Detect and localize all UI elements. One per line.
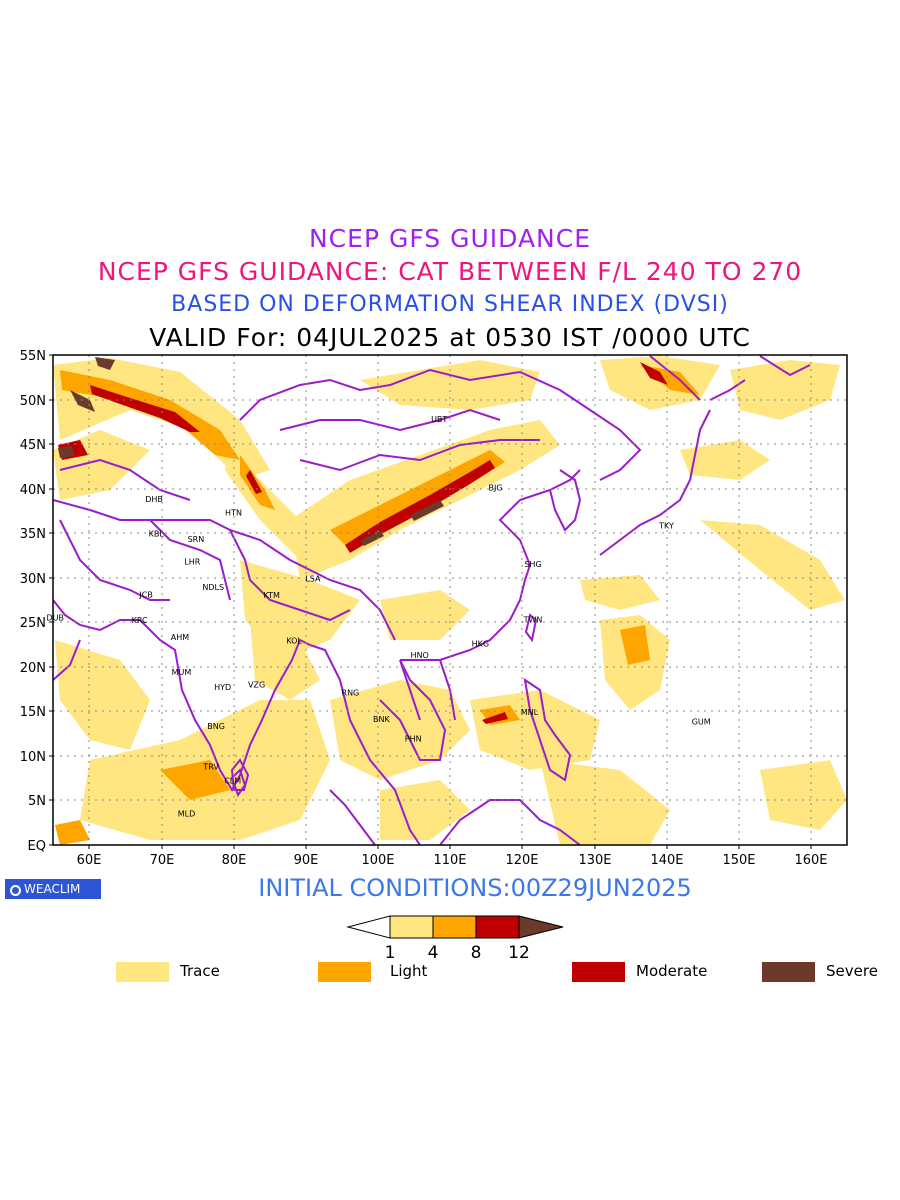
valid-time: VALID For: 04JUL2025 at 0530 IST /0000 U… [149, 323, 751, 352]
title-line-2: NCEP GFS GUIDANCE: CAT BETWEEN F/L 240 T… [97, 257, 803, 286]
lat-label: 40N [20, 483, 46, 498]
coastlines-borders [53, 355, 811, 845]
station-label-kol: KOL [286, 637, 302, 646]
station-label-trv: TRV [202, 762, 219, 771]
lon-label: 120E [505, 853, 538, 868]
station-label-gum: GUM [692, 718, 711, 727]
station-label-vzg: VZG [248, 680, 265, 689]
lon-label: 130E [578, 853, 611, 868]
title-line-1: NCEP GFS GUIDANCE [308, 224, 591, 253]
station-label-phn: PHN [405, 735, 422, 744]
lon-label: 100E [361, 853, 394, 868]
lat-label: 25N [20, 616, 46, 631]
station-label-bng: BNG [207, 722, 225, 731]
station-label-dhb: DHB [145, 495, 163, 504]
station-label-tky: TKY [658, 522, 674, 531]
lat-label: 35N [20, 527, 46, 542]
station-label-ahm: AHM [171, 633, 189, 642]
station-label-srn: SRN [188, 535, 205, 544]
lat-label: 20N [20, 661, 46, 676]
severe-areas [58, 357, 444, 546]
lon-label: 90E [294, 853, 319, 868]
lon-label: 140E [650, 853, 683, 868]
station-label-twn: TWN [523, 615, 543, 624]
lon-label: 160E [794, 853, 827, 868]
station-label-mld: MLD [178, 810, 196, 819]
lat-label: 30N [20, 572, 46, 587]
lon-label: 80E [222, 853, 247, 868]
station-label-kbl: KBL [149, 530, 165, 539]
station-label-htn: HTN [225, 508, 242, 517]
lat-label: 55N [20, 349, 46, 364]
station-label-clm: CLM [224, 777, 241, 786]
brand-label: WEACLIM [24, 882, 81, 896]
legend-label-trace: Trace [180, 962, 220, 980]
moderate-areas [58, 362, 668, 724]
legend-swatch-severe [762, 962, 815, 982]
lat-label: 15N [20, 705, 46, 720]
lon-label: 110E [433, 853, 466, 868]
station-labels: UBT BJG TKY DHB HTN KBL SRN LHR LSA SHG JCB NDLS KTM… [46, 415, 710, 819]
legend-swatch-moderate [572, 962, 625, 982]
lon-label: 150E [722, 853, 755, 868]
lon-label: 70E [150, 853, 175, 868]
grid-lines [53, 355, 847, 845]
station-label-shg: SHG [524, 560, 541, 569]
lon-label: 60E [77, 853, 102, 868]
station-label-ndls: NDLS [202, 583, 224, 592]
legend-label-severe: Severe [826, 962, 878, 980]
legend-label-light: Light [390, 962, 428, 980]
copyright-icon [10, 885, 21, 896]
station-label-mum: MUM [172, 668, 192, 677]
longitude-labels: 60E 70E 80E 90E 100E 110E 120E 130E 140E… [77, 853, 828, 868]
station-label-lhr: LHR [184, 557, 200, 566]
lat-label: 45N [20, 438, 46, 453]
station-label-bjg: BJG [488, 483, 502, 492]
legend-swatch-light [318, 962, 371, 982]
turbulence-field [53, 356, 847, 845]
weaclim-logo: WEACLIM [5, 879, 101, 899]
station-label-mnl: MNL [521, 708, 539, 717]
lat-label: 50N [20, 394, 46, 409]
title-line-3: BASED ON DEFORMATION SHEAR INDEX (DVSI) [171, 292, 729, 317]
station-label-jcb: JCB [138, 590, 152, 599]
station-label-hyd: HYD [214, 683, 231, 692]
axis-ticks [49, 354, 812, 849]
station-label-rng: RNG [342, 688, 360, 697]
initial-conditions: INITIAL CONDITIONS:00Z29JUN2025 [258, 874, 692, 902]
lat-label: 5N [28, 794, 46, 809]
lat-label: 10N [20, 750, 46, 765]
station-label-krc: KRC [132, 616, 148, 625]
station-label-ubt: UBT [431, 415, 447, 424]
station-label-hno: HNO [411, 651, 429, 660]
station-label-dub: DUB [46, 614, 64, 623]
legend-swatch-trace [116, 962, 169, 982]
station-label-ktm: KTM [263, 591, 280, 600]
station-label-hkg: HKG [472, 639, 489, 648]
legend-label-moderate: Moderate [636, 962, 708, 980]
lat-label: EQ [28, 839, 46, 854]
station-label-bnk: BNK [373, 715, 390, 724]
station-label-lsa: LSA [305, 574, 321, 583]
latitude-labels: 55N 50N 45N 40N 35N 30N 25N 20N 15N 10N … [20, 349, 46, 854]
